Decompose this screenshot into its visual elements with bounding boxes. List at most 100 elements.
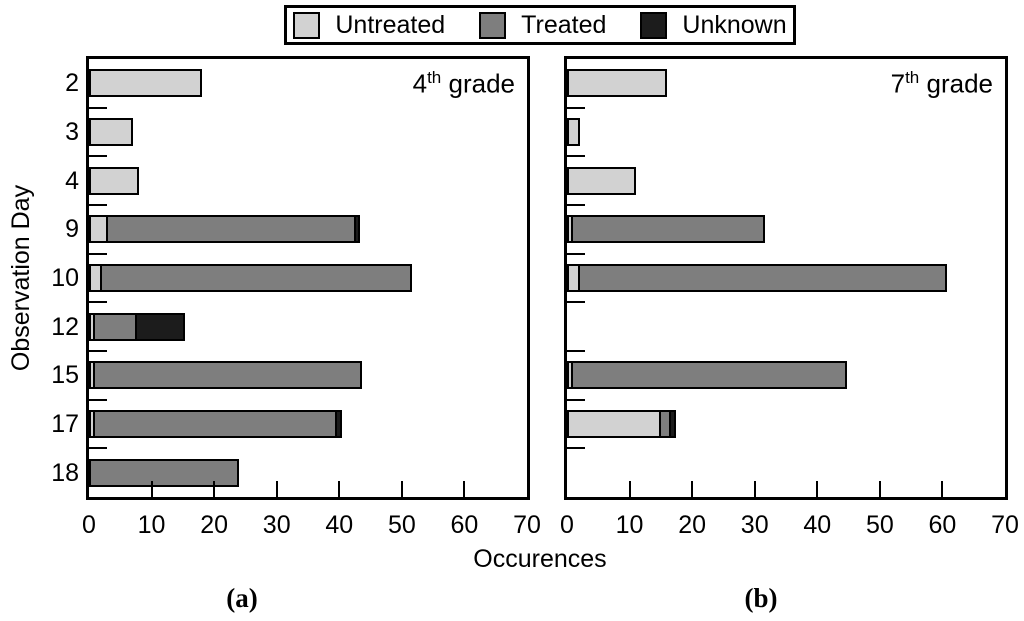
bar-day-2 <box>89 69 202 98</box>
legend-swatch-unknown <box>640 11 668 39</box>
x-tick-label: 30 <box>262 511 291 539</box>
bar-segment-unknown <box>669 410 676 438</box>
y-axis-minor-tick <box>567 252 585 255</box>
x-axis-tick <box>691 481 694 497</box>
y-axis-minor-tick <box>89 350 107 352</box>
x-tick-label: 0 <box>560 511 574 539</box>
bar-day-2 <box>567 69 668 98</box>
x-tick-label: 60 <box>450 511 479 539</box>
x-axis-tick <box>628 481 631 497</box>
bar-segment-treated <box>93 410 338 438</box>
x-tick-label: 0 <box>82 511 96 539</box>
bar-day-3 <box>89 118 133 146</box>
x-axis-tick <box>275 481 278 497</box>
y-tick-label-day-3: 3 <box>65 118 79 146</box>
bar-day-10 <box>567 264 947 292</box>
x-tick-label: 30 <box>740 511 769 539</box>
x-tick-label: 70 <box>991 511 1019 539</box>
bar-day-17 <box>567 410 676 438</box>
bar-segment-treated <box>105 215 357 244</box>
x-tick-label: 50 <box>865 511 894 539</box>
y-axis-minor-tick <box>89 398 107 401</box>
legend: Untreated Treated Unknown <box>284 5 796 45</box>
x-axis-tick <box>878 481 881 497</box>
y-tick-label-day-12: 12 <box>51 312 79 341</box>
x-axis-tick <box>338 481 341 497</box>
y-axis-minor-tick <box>89 301 107 304</box>
bar-segment-treated <box>99 264 413 292</box>
x-axis-tick <box>213 481 216 497</box>
bar-segment-untreated <box>567 69 668 98</box>
x-tick-label: 60 <box>928 511 957 539</box>
bar-segment-untreated <box>89 69 202 98</box>
legend-swatch-untreated <box>293 11 321 39</box>
y-axis-minor-tick <box>567 447 585 450</box>
x-axis-tick <box>753 481 756 497</box>
x-axis-tick <box>816 481 819 497</box>
y-axis-minor-tick <box>567 106 585 109</box>
x-tick-label: 40 <box>325 511 354 539</box>
y-tick-label-day-2: 2 <box>65 69 79 98</box>
x-tick-label: 20 <box>678 511 707 539</box>
y-axis-minor-tick <box>89 252 107 255</box>
legend-item-untreated: Untreated <box>293 11 445 40</box>
y-tick-label-day-10: 10 <box>51 264 79 292</box>
subfigure-caption-b: (b) <box>744 583 778 613</box>
x-axis-tick <box>941 481 944 497</box>
panel-title-7th-grade: 7th grade <box>891 68 993 100</box>
grade-number: 7 <box>890 68 906 99</box>
y-tick-label-day-17: 17 <box>51 410 79 438</box>
y-tick-label-day-4: 4 <box>65 166 79 195</box>
bar-day-17 <box>89 410 342 438</box>
bar-segment-treated <box>93 312 138 341</box>
y-axis-minor-tick <box>567 398 585 401</box>
bar-day-12 <box>89 312 186 341</box>
bar-segment-untreated <box>89 166 140 195</box>
y-tick-label-day-15: 15 <box>51 361 79 390</box>
bar-segment-treated <box>571 215 766 244</box>
bar-segment-untreated <box>567 118 580 146</box>
grade-ordinal-suffix: th <box>427 68 442 87</box>
subfigure-caption-a: (a) <box>226 583 258 613</box>
bar-segment-treated <box>93 361 363 390</box>
y-axis-minor-tick <box>89 155 107 158</box>
x-tick-label: 40 <box>803 511 832 539</box>
grade-number: 4 <box>412 68 428 99</box>
legend-item-treated: Treated <box>479 11 606 40</box>
panel-7th-grade: 7th grade 0 10 20 30 40 50 60 70 <box>560 56 1019 539</box>
bar-day-9 <box>89 215 361 244</box>
bar-segment-unknown <box>335 410 342 438</box>
y-tick-label-day-9: 9 <box>65 215 79 244</box>
bar-segment-untreated <box>567 410 661 438</box>
y-axis-minor-tick <box>89 447 107 450</box>
bar-segment-untreated <box>567 166 636 195</box>
y-axis-minor-tick <box>567 204 585 206</box>
x-axis-tick <box>400 481 403 497</box>
bar-segment-treated <box>89 458 240 487</box>
bar-segment-untreated <box>89 118 133 146</box>
x-tick-label: 10 <box>137 511 166 539</box>
x-tick-label: 50 <box>387 511 416 539</box>
grade-word: grade <box>919 68 993 99</box>
grade-ordinal-suffix: th <box>905 68 920 87</box>
panel-4th-grade: 4th grade 2 3 4 9 10 12 15 17 18 0 10 20 30 40 50 60 70 <box>51 56 541 539</box>
legend-item-unknown: Unknown <box>640 11 787 40</box>
bar-day-4 <box>567 166 636 195</box>
bar-segment-unknown <box>135 312 186 341</box>
legend-label: Untreated <box>335 10 446 39</box>
x-axis-tick <box>463 481 466 497</box>
bar-day-3 <box>567 118 580 146</box>
x-axis-title: Occurences <box>473 545 607 573</box>
x-tick-label: 70 <box>513 511 541 539</box>
y-tick-label-day-18: 18 <box>51 458 79 487</box>
y-axis-minor-tick <box>567 350 585 352</box>
y-axis-minor-tick <box>89 106 107 109</box>
grade-word: grade <box>441 68 515 99</box>
bar-day-10 <box>89 264 413 292</box>
bar-segment-treated <box>571 361 847 390</box>
bar-segment-unknown <box>354 215 361 244</box>
bar-day-9 <box>567 215 766 244</box>
x-tick-label: 20 <box>200 511 229 539</box>
bar-day-18 <box>89 458 240 487</box>
legend-label: Treated <box>521 10 607 39</box>
